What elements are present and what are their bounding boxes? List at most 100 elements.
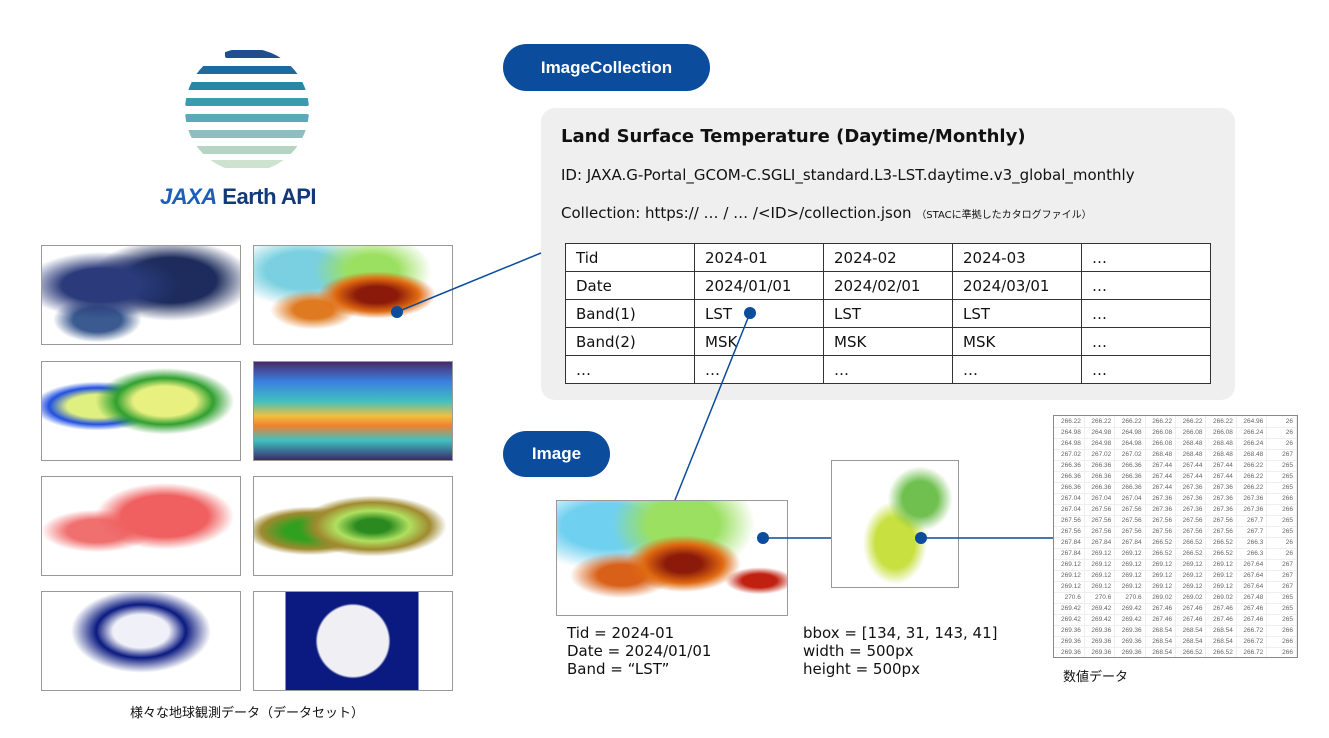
numeric-cell: 269.42 [1114,614,1146,626]
dataset-map-antarctic [253,591,453,691]
collection-table-cell: 2024-01 [694,243,824,272]
numeric-cell: 267.56 [1145,515,1177,527]
numeric-cell: 269.12 [1054,570,1085,582]
numeric-cell: 267 [1266,570,1297,582]
numeric-cell: 269.02 [1145,592,1177,604]
numeric-cell: 268.48 [1236,449,1268,461]
numeric-cell: 268.48 [1205,438,1237,450]
collection-table-cell: LST [952,299,1082,328]
numeric-cell: 266.22 [1205,416,1237,428]
subset-bbox: bbox = [134, 31, 143, 41] [803,624,998,642]
numeric-cell: 267.44 [1175,471,1207,483]
numeric-cell: 267.36 [1175,482,1207,494]
numeric-cell: 268.54 [1145,625,1177,637]
numeric-cell: 268.54 [1175,625,1207,637]
numeric-cell: 26 [1266,416,1297,428]
collection-table-cell: Tid [565,243,695,272]
numeric-cell: 269.36 [1054,636,1085,648]
dataset-map-6 [253,476,453,576]
collection-table-cell: … [952,355,1082,384]
numeric-cell: 266.22 [1236,482,1268,494]
numeric-cell: 267.84 [1114,537,1146,549]
numeric-cell: 264.98 [1114,427,1146,439]
numeric-cell: 269.02 [1175,592,1207,604]
numeric-cell: 267.64 [1236,570,1268,582]
numeric-cell: 268.48 [1145,449,1177,461]
numeric-cell: 26 [1266,537,1297,549]
numeric-cell: 266.24 [1236,438,1268,450]
collection-table-cell: Band(1) [565,299,695,328]
numeric-cell: 267.56 [1175,515,1207,527]
numeric-cell: 266.36 [1114,471,1146,483]
numeric-cell: 270.6 [1084,592,1116,604]
numeric-cell: 267.46 [1236,614,1268,626]
numeric-cell: 267.56 [1084,526,1116,538]
numeric-cell: 267 [1266,449,1297,461]
jaxa-earth-api-logo-text: JAXA Earth API [160,184,317,209]
numeric-cell: 267.36 [1175,504,1207,516]
numeric-row: 269.12 269.12 269.12 269.12 269.12 269.12 267.… [1054,570,1297,582]
numeric-cell: 267.7 [1236,526,1268,538]
numeric-data-label: 数値データ [1063,670,1129,685]
numeric-cell: 266.52 [1205,537,1237,549]
collection-id: ID: JAXA.G-Portal_GCOM-C.SGLI_standard.L… [561,166,1135,184]
numeric-cell: 269.12 [1114,581,1146,593]
collection-title: Land Surface Temperature (Daytime/Monthl… [561,126,1026,147]
numeric-cell: 270.6 [1054,592,1085,604]
numeric-cell: 265 [1266,471,1297,483]
collection-table-row: Band(1) LST LST LST… [565,299,1211,328]
numeric-cell: 269.12 [1145,559,1177,571]
numeric-cell: 266.08 [1145,438,1177,450]
numeric-cell: 266.3 [1236,537,1268,549]
dataset-map-1 [41,245,241,345]
numeric-cell: 266 [1266,504,1297,516]
numeric-cell: 266.22 [1236,460,1268,472]
numeric-row: 269.42 269.42 269.42 267.46 267.46 267.46 267.… [1054,614,1297,626]
numeric-cell: 268.54 [1145,636,1177,648]
numeric-cell: 266.36 [1114,460,1146,472]
numeric-cell: 269.36 [1084,625,1116,637]
numeric-row: 267.84 269.12 269.12 266.52 266.52 266.52 266.… [1054,548,1297,560]
point-marker [391,306,403,318]
numeric-row: 266.22 266.22 266.22 266.22 266.22 266.22 264.… [1054,416,1297,428]
numeric-cell: 267.44 [1205,460,1237,472]
collection-table-cell: … [694,355,824,384]
numeric-cell: 264.96 [1236,416,1268,428]
numeric-cell: 267.04 [1084,493,1116,505]
numeric-row: 269.36 269.36 269.36 268.54 268.54 268.54 266.… [1054,636,1297,648]
image-lst-map [556,500,788,616]
collection-table-cell: MSK [823,327,953,356]
collection-table-row: Band(2) MSK MSK MSK… [565,327,1211,356]
numeric-row: 269.12 269.12 269.12 269.12 269.12 269.12 267.… [1054,559,1297,571]
numeric-cell: 269.12 [1114,559,1146,571]
numeric-cell: 269.36 [1114,647,1146,657]
numeric-cell: 267.56 [1175,526,1207,538]
numeric-cell: 267.44 [1145,482,1177,494]
numeric-cell: 266 [1266,493,1297,505]
numeric-cell: 269.12 [1084,581,1116,593]
collection-table-cell: 2024/02/01 [823,271,953,300]
numeric-cell: 267.02 [1084,449,1116,461]
numeric-cell: 267.44 [1205,471,1237,483]
numeric-cell: 26 [1266,548,1297,560]
numeric-row: 264.98 264.98 264.98 266.08 268.48 268.48 266.… [1054,438,1297,450]
numeric-cell: 265 [1266,526,1297,538]
numeric-row: 270.6 270.6 270.6 269.02 269.02 269.02 267.48 2… [1054,592,1297,604]
numeric-cell: 267.46 [1145,614,1177,626]
numeric-cell: 267.7 [1236,515,1268,527]
numeric-cell: 269.12 [1114,548,1146,560]
numeric-row: 269.42 269.42 269.42 267.46 267.46 267.46 267.… [1054,603,1297,615]
numeric-cell: 267.46 [1175,614,1207,626]
numeric-cell: 266.3 [1236,548,1268,560]
numeric-cell: 267.64 [1236,559,1268,571]
point-marker [915,532,927,544]
numeric-cell: 266.22 [1236,471,1268,483]
numeric-row: 269.12 269.12 269.12 269.12 269.12 269.12 267.… [1054,581,1297,593]
datasets-caption: 様々な地球観測データ（データセット） [129,706,364,721]
numeric-cell: 266.36 [1084,460,1116,472]
numeric-cell: 266.52 [1175,647,1207,657]
numeric-cell: 267.48 [1236,592,1268,604]
numeric-cell: 267.36 [1145,504,1177,516]
numeric-cell: 26 [1266,427,1297,439]
numeric-cell: 269.12 [1175,581,1207,593]
